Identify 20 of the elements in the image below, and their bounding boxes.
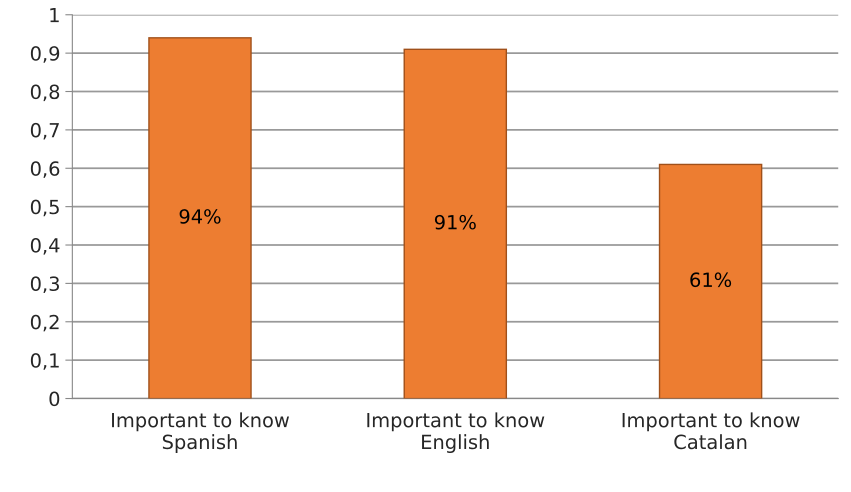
bar: [404, 48, 508, 399]
y-tick-label: 0,4: [30, 238, 60, 255]
y-tick-label: 0: [49, 391, 60, 406]
data-label: 61%: [690, 272, 732, 288]
x-tick-label: Important to know Spanish: [112, 412, 290, 453]
y-tick-label: 0,6: [30, 161, 60, 178]
y-tick-label: 0,9: [30, 46, 60, 63]
y-tick-label: 1: [50, 8, 59, 22]
bar: [658, 164, 762, 399]
data-label: 91%: [434, 214, 476, 230]
bar: [148, 37, 252, 399]
data-label: 94%: [180, 209, 221, 224]
y-tick-label: 0,8: [30, 84, 60, 102]
y-tick-label: 0,5: [30, 200, 59, 216]
x-tick-label: Important to know Catalan: [622, 412, 800, 450]
y-tick-label: 0,7: [30, 122, 59, 140]
y-tick-label: 0,2: [30, 314, 59, 332]
y-tick-label: 0,3: [30, 276, 59, 294]
y-tick-label: 0,1: [30, 353, 59, 370]
x-tick-label: Important to know English: [367, 412, 544, 453]
